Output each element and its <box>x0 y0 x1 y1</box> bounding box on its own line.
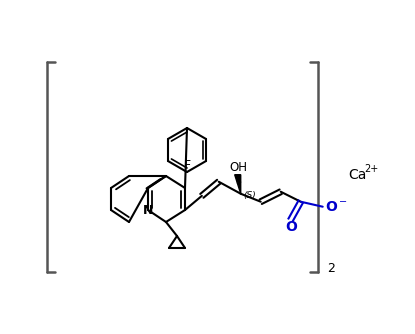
Text: O: O <box>325 200 337 214</box>
Text: O: O <box>285 220 297 234</box>
Text: Ca: Ca <box>348 168 366 182</box>
Polygon shape <box>235 175 241 194</box>
Text: OH: OH <box>230 161 248 174</box>
Text: F: F <box>183 159 190 171</box>
Text: −: − <box>339 197 347 207</box>
Text: N: N <box>143 203 153 216</box>
Text: 2+: 2+ <box>364 164 378 174</box>
Text: 2: 2 <box>327 262 335 275</box>
Text: (S): (S) <box>243 191 256 200</box>
